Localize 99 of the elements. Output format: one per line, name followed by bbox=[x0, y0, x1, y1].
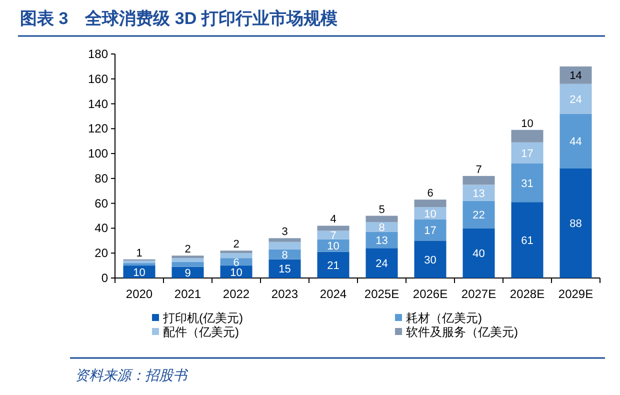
bar bbox=[414, 220, 446, 241]
legend-label: 配件（亿美元) bbox=[163, 325, 239, 339]
x-tick-label: 2024 bbox=[320, 287, 347, 301]
data-label: 8 bbox=[282, 249, 288, 262]
bar bbox=[462, 184, 495, 201]
y-tick-label: 0 bbox=[101, 271, 108, 285]
bar bbox=[366, 248, 398, 278]
bar bbox=[172, 266, 204, 278]
data-label: 8 bbox=[378, 222, 385, 234]
data-label: 9 bbox=[184, 267, 191, 280]
bar bbox=[123, 260, 156, 264]
data-label: 24 bbox=[570, 94, 582, 106]
data-label: 88 bbox=[570, 218, 582, 230]
data-label: 2 bbox=[184, 244, 191, 256]
y-tick-label: 160 bbox=[88, 72, 108, 86]
data-label: 7 bbox=[476, 164, 482, 176]
y-tick-label: 140 bbox=[88, 96, 108, 111]
bar bbox=[123, 266, 156, 278]
x-tick-label: 2026E bbox=[412, 287, 448, 301]
data-label: 22 bbox=[472, 210, 485, 222]
x-tick-label: 2020 bbox=[126, 287, 153, 301]
data-label: 13 bbox=[376, 235, 388, 248]
data-label: 2 bbox=[233, 238, 240, 251]
data-label: 17 bbox=[424, 225, 436, 238]
data-label: 4 bbox=[330, 214, 336, 226]
bar bbox=[511, 142, 544, 164]
bar bbox=[220, 253, 252, 258]
data-label: 24 bbox=[376, 258, 388, 270]
data-label: 17 bbox=[521, 148, 534, 160]
bar bbox=[220, 250, 252, 254]
y-tick-label: 80 bbox=[94, 171, 108, 186]
y-tick-label: 100 bbox=[88, 146, 108, 161]
bar bbox=[414, 200, 446, 208]
bar bbox=[462, 176, 495, 185]
data-label: 5 bbox=[378, 204, 385, 216]
bar bbox=[511, 164, 544, 202]
data-label: 13 bbox=[472, 188, 485, 200]
bar bbox=[172, 258, 204, 262]
bar bbox=[268, 242, 301, 250]
x-tick-label: 2022 bbox=[222, 287, 250, 301]
bar bbox=[317, 230, 350, 240]
bar bbox=[268, 259, 301, 278]
y-tick-label: 20 bbox=[94, 246, 108, 260]
bar bbox=[220, 258, 252, 266]
bar bbox=[560, 114, 592, 168]
text: 资料来源：招股书 bbox=[75, 367, 189, 383]
data-label: 6 bbox=[233, 256, 240, 269]
bar bbox=[268, 238, 301, 242]
data-label: 10 bbox=[230, 266, 242, 279]
data-label: 61 bbox=[521, 235, 534, 248]
bar bbox=[220, 266, 252, 278]
bar bbox=[317, 252, 350, 278]
bar bbox=[560, 66, 592, 84]
x-tick-label: 2023 bbox=[271, 287, 298, 301]
bar bbox=[366, 216, 398, 222]
data-label: 30 bbox=[424, 254, 436, 266]
data-label: 21 bbox=[327, 260, 340, 272]
chart-title: 图表 3 全球消费级 3D 打印行业市场规模 bbox=[20, 9, 338, 28]
bar bbox=[317, 239, 350, 252]
y-tick-label: 180 bbox=[88, 47, 108, 61]
bar bbox=[268, 249, 301, 260]
data-label: 10 bbox=[327, 240, 340, 253]
data-label: 10 bbox=[521, 118, 534, 130]
x-tick-label: 2025E bbox=[364, 287, 400, 301]
x-tick-label: 2021 bbox=[174, 287, 202, 301]
legend-label: 软件及服务（亿美元) bbox=[406, 325, 518, 339]
bar bbox=[511, 202, 544, 278]
data-label: 31 bbox=[521, 178, 534, 190]
data-label: 15 bbox=[278, 264, 291, 276]
bar bbox=[560, 168, 592, 278]
data-label: 44 bbox=[570, 136, 582, 148]
data-label: 7 bbox=[330, 230, 336, 242]
legend-label: 耗材（亿美元) bbox=[406, 311, 482, 325]
y-tick-label: 40 bbox=[94, 221, 108, 236]
y-tick-label: 120 bbox=[88, 122, 108, 136]
bar bbox=[317, 226, 350, 231]
bar bbox=[172, 256, 204, 258]
bar bbox=[462, 200, 495, 228]
bar bbox=[414, 207, 446, 220]
data-label: 14 bbox=[570, 70, 582, 82]
x-tick-label: 2028E bbox=[510, 287, 545, 301]
data-label: 1 bbox=[136, 247, 142, 260]
data-label: 10 bbox=[133, 266, 146, 279]
data-label: 10 bbox=[424, 208, 436, 220]
bar bbox=[172, 262, 204, 267]
bar bbox=[511, 130, 544, 142]
data-label: 40 bbox=[472, 248, 485, 260]
y-tick-label: 60 bbox=[94, 196, 108, 210]
x-tick-label: 2029E bbox=[558, 287, 594, 301]
data-label: 6 bbox=[427, 188, 434, 200]
bar bbox=[366, 232, 398, 248]
bar bbox=[414, 240, 446, 278]
bar bbox=[560, 84, 592, 114]
data-label: 3 bbox=[282, 226, 288, 238]
bar bbox=[462, 228, 495, 278]
bar bbox=[123, 263, 156, 266]
x-tick-label: 2027E bbox=[461, 287, 496, 301]
bar bbox=[366, 222, 398, 232]
legend-label: 打印机(亿美元) bbox=[162, 311, 243, 325]
